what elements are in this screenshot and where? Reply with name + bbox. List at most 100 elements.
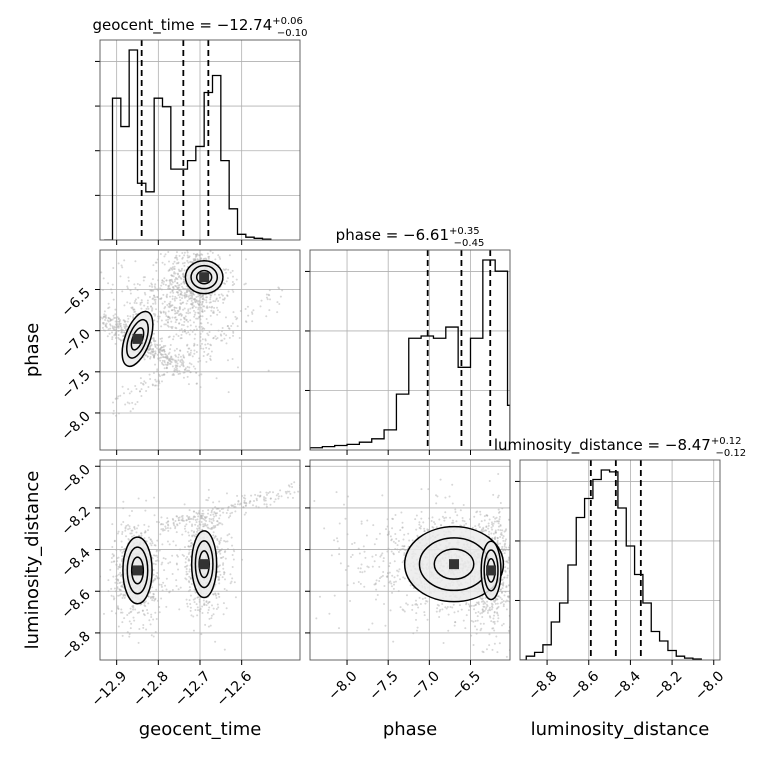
scatter-point bbox=[330, 554, 333, 557]
scatter-point bbox=[227, 290, 230, 293]
scatter-point bbox=[112, 298, 115, 301]
scatter-point bbox=[168, 279, 171, 282]
scatter-point bbox=[190, 349, 193, 352]
scatter-point bbox=[502, 622, 505, 625]
scatter-point bbox=[153, 285, 156, 288]
scatter-point bbox=[117, 325, 120, 328]
scatter-point bbox=[212, 534, 215, 537]
scatter-point bbox=[393, 581, 396, 584]
scatter-point bbox=[138, 628, 141, 631]
scatter-point bbox=[121, 533, 124, 536]
scatter-point bbox=[153, 544, 156, 547]
scatter-point bbox=[132, 606, 135, 609]
scatter-point bbox=[208, 301, 211, 304]
scatter-point bbox=[163, 361, 166, 364]
scatter-point bbox=[128, 402, 131, 405]
scatter-point bbox=[437, 604, 440, 607]
scatter-point bbox=[111, 318, 114, 321]
scatter-point bbox=[276, 311, 279, 314]
scatter-point bbox=[493, 629, 496, 632]
scatter-point bbox=[507, 546, 510, 549]
scatter-point bbox=[496, 543, 499, 546]
scatter-point bbox=[111, 401, 114, 404]
scatter-point bbox=[141, 382, 144, 385]
scatter-point bbox=[207, 625, 210, 628]
scatter-point bbox=[235, 318, 238, 321]
scatter-point bbox=[120, 573, 123, 576]
scatter-point bbox=[208, 600, 211, 603]
scatter-point bbox=[478, 603, 481, 606]
scatter-point bbox=[166, 361, 169, 364]
scatter-point bbox=[244, 308, 247, 311]
scatter-point bbox=[360, 522, 363, 525]
scatter-point bbox=[174, 278, 177, 281]
scatter-point bbox=[170, 283, 173, 286]
scatter-point bbox=[222, 562, 225, 565]
scatter-point bbox=[187, 320, 190, 323]
scatter-point bbox=[207, 488, 210, 491]
scatter-point bbox=[259, 491, 262, 494]
scatter-point bbox=[194, 301, 197, 304]
scatter-point bbox=[155, 550, 158, 553]
scatter-point bbox=[187, 383, 190, 386]
scatter-point bbox=[477, 610, 480, 613]
scatter-point bbox=[124, 323, 127, 326]
panel-content bbox=[310, 250, 510, 450]
scatter-point bbox=[128, 635, 131, 638]
scatter-point bbox=[391, 574, 394, 577]
scatter-point bbox=[159, 287, 162, 290]
scatter-point bbox=[144, 293, 147, 296]
scatter-point bbox=[166, 293, 169, 296]
scatter-point bbox=[205, 301, 208, 304]
scatter-point bbox=[156, 599, 159, 602]
scatter-point bbox=[201, 300, 204, 303]
scatter-point bbox=[172, 335, 175, 338]
scatter-point bbox=[128, 612, 131, 615]
scatter-point bbox=[497, 528, 500, 531]
scatter-point bbox=[208, 517, 211, 520]
scatter-point bbox=[193, 349, 196, 352]
scatter-point bbox=[393, 583, 396, 586]
scatter-point bbox=[120, 326, 123, 329]
scatter-point bbox=[192, 321, 195, 324]
scatter-point bbox=[110, 587, 113, 590]
scatter-point bbox=[117, 607, 120, 610]
scatter-point bbox=[155, 308, 158, 311]
scatter-point bbox=[201, 338, 204, 341]
scatter-point bbox=[397, 570, 400, 573]
scatter-point bbox=[111, 336, 114, 339]
scatter-point bbox=[173, 349, 176, 352]
scatter-point bbox=[363, 550, 366, 553]
scatter-point bbox=[151, 383, 154, 386]
scatter-point bbox=[431, 516, 434, 519]
scatter-point bbox=[420, 510, 423, 513]
scatter-point bbox=[229, 512, 232, 515]
scatter-point bbox=[195, 350, 198, 353]
scatter-point bbox=[265, 493, 268, 496]
scatter-point bbox=[180, 328, 183, 331]
scatter-point bbox=[205, 306, 208, 309]
scatter-point bbox=[209, 298, 212, 301]
scatter-point bbox=[433, 521, 436, 524]
scatter-point bbox=[422, 521, 425, 524]
scatter-point bbox=[501, 601, 504, 604]
x-tick-label: −7.0 bbox=[408, 668, 443, 703]
scatter-point bbox=[134, 260, 137, 263]
scatter-point bbox=[140, 299, 143, 302]
scatter-point bbox=[154, 563, 157, 566]
scatter-point bbox=[217, 329, 220, 332]
scatter-point bbox=[167, 325, 170, 328]
scatter-point bbox=[165, 295, 168, 298]
scatter-point bbox=[289, 492, 292, 495]
scatter-point bbox=[178, 370, 181, 373]
scatter-point bbox=[119, 549, 122, 552]
scatter-point bbox=[378, 532, 381, 535]
scatter-point bbox=[116, 532, 119, 535]
scatter-point bbox=[512, 536, 514, 538]
scatter-point bbox=[164, 344, 167, 347]
scatter-point bbox=[414, 603, 417, 606]
panel-content bbox=[100, 40, 300, 240]
scatter-point bbox=[221, 523, 224, 526]
scatter-point bbox=[482, 610, 485, 613]
scatter-point bbox=[198, 254, 201, 257]
